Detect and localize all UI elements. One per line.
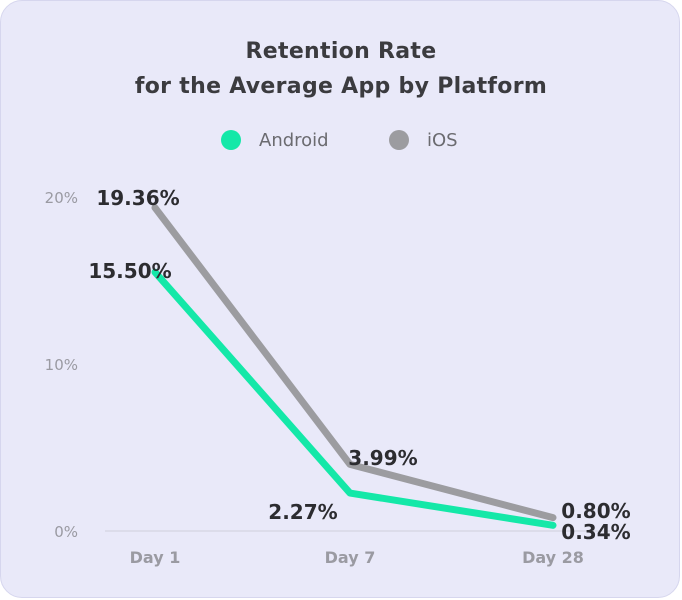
y-tick-label-1: 10% [45, 356, 78, 374]
data-label-android-0: 15.50% [88, 259, 171, 283]
data-label-android-2: 0.34% [561, 520, 630, 544]
y-tick-label-2: 20% [45, 189, 78, 207]
x-tick-label-2: Day 28 [522, 548, 584, 567]
data-label-ios-2: 0.80% [561, 499, 630, 523]
x-tick-label-1: Day 7 [325, 548, 376, 567]
legend-android-dot-icon [221, 130, 241, 150]
data-label-ios-0: 19.36% [96, 186, 179, 210]
chart-title-line-2: for the Average App by Platform [134, 74, 548, 99]
series-line-android [151, 268, 557, 529]
legend-android-label: Android [259, 129, 329, 151]
legend-ios-label: iOS [427, 129, 458, 151]
data-label-ios-1: 3.99% [348, 446, 417, 470]
legend-item-android: Android [221, 127, 329, 153]
series-line-ios [151, 204, 557, 522]
legend-item-ios: iOS [389, 127, 458, 153]
chart-title-line-1: Retention Rate [245, 39, 437, 64]
y-tick-label-0: 0% [54, 523, 78, 541]
x-tick-label-0: Day 1 [130, 548, 181, 567]
legend-ios-dot-icon [389, 130, 409, 150]
data-label-android-1: 2.27% [268, 500, 337, 524]
